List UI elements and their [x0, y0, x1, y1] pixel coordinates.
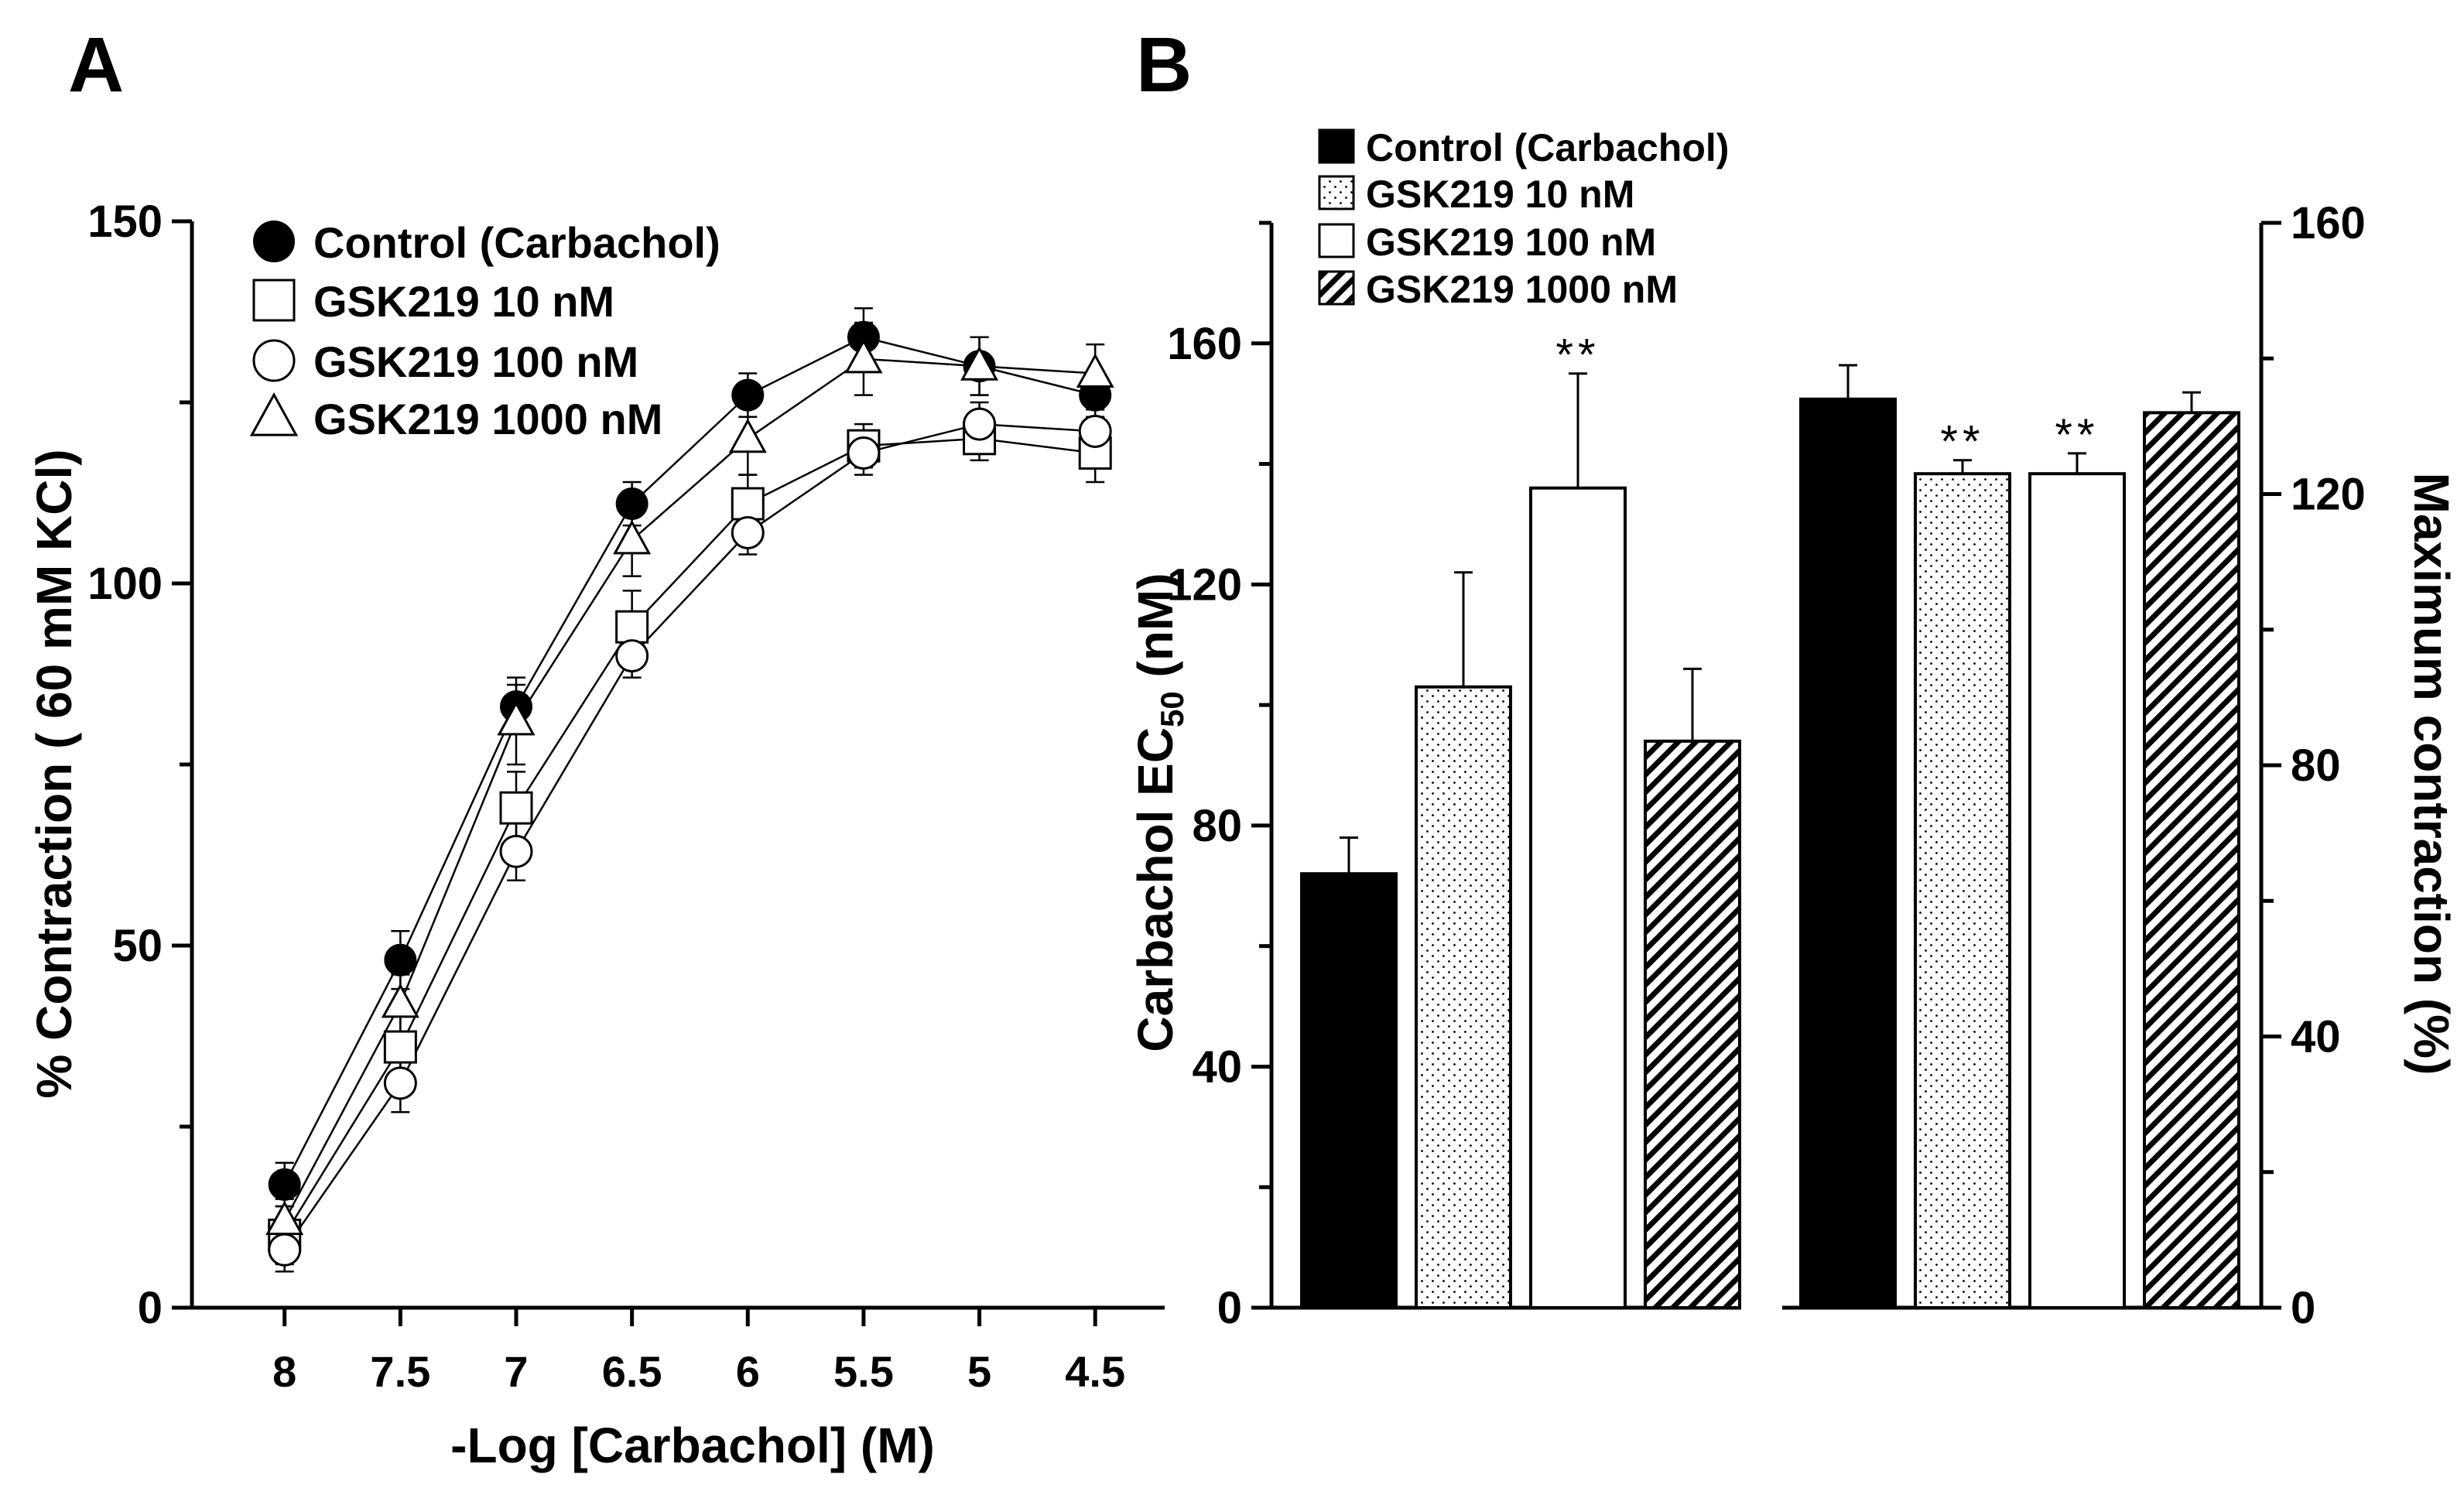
- legend-label: GSK219 10 nM: [313, 277, 614, 326]
- panel-b-left-y-axis-label: Carbachol EC50 (nM): [1128, 573, 1190, 1052]
- data-point: [844, 338, 883, 374]
- data-point: [384, 943, 417, 977]
- legend-swatch: [1318, 223, 1355, 258]
- panel-a-label: A: [68, 22, 124, 108]
- ec50-label-subscript: 50: [1154, 691, 1190, 727]
- legend-swatch: [1318, 175, 1355, 210]
- ec50-significance: **: [1555, 330, 1600, 381]
- x-tick-label: 7: [504, 1347, 528, 1396]
- panel-a-x-axis-label: -Log [Carbachol] (M): [450, 1418, 935, 1473]
- ec50-label-main: Carbachol EC: [1128, 727, 1183, 1052]
- data-point: [383, 1066, 417, 1100]
- x-tick-label: 4.5: [1065, 1347, 1125, 1396]
- y-tick-label: 0: [138, 1283, 163, 1333]
- left-y-tick-label: 120: [1167, 559, 1242, 610]
- data-point: [728, 418, 767, 453]
- left-y-tick-label: 80: [1192, 801, 1242, 851]
- legend-marker: [252, 339, 296, 382]
- maxcontraction-bar: [2143, 411, 2240, 1309]
- right-y-tick-label: 40: [2291, 1012, 2341, 1062]
- y-tick-label: 100: [87, 559, 163, 609]
- panel-b-label: B: [1136, 22, 1192, 108]
- legend-label: Control (Carbachol): [1366, 126, 1729, 169]
- series-line: [283, 437, 1096, 1236]
- data-point: [268, 1168, 301, 1201]
- left-y-tick-label: 0: [1217, 1283, 1242, 1333]
- x-tick-label: 6: [736, 1347, 760, 1396]
- panel-a-line-chart: 0 50 100 150 8 7.5 7 6.5 6 5.5 5 4.5 Control (Carba…: [26, 197, 1165, 1473]
- y-tick-label: 150: [87, 197, 163, 247]
- x-tick-label: 7.5: [370, 1347, 430, 1396]
- right-y-tick-label: 160: [2291, 198, 2366, 248]
- x-tick-label: 5: [967, 1347, 991, 1396]
- panel-b-legend: Control (Carbachol)GSK219 10 nM GSK219 10…: [1318, 126, 1729, 311]
- maxcontraction-bar: [1799, 397, 1897, 1310]
- data-point: [847, 436, 881, 470]
- ec50-bar: [1529, 486, 1627, 1310]
- data-point: [381, 983, 419, 1018]
- ec50-bar: [1415, 685, 1512, 1309]
- data-point: [499, 834, 533, 868]
- data-point: [265, 1200, 304, 1236]
- legend-label: GSK219 100 nM: [313, 337, 638, 386]
- series-line: [283, 422, 1096, 1250]
- data-point: [1076, 353, 1114, 388]
- panel-a-legend: Control (Carbachol) GSK219 10 nM GSK219 10…: [249, 218, 720, 443]
- x-tick-label: 5.5: [833, 1347, 894, 1396]
- data-point: [383, 1030, 417, 1064]
- legend-label: GSK219 1000 nM: [313, 395, 662, 443]
- data-point: [497, 700, 536, 736]
- panel-a-axes: 0 50 100 150 8 7.5 7 6.5 6 5.5 5 4.5: [87, 197, 1165, 1396]
- left-y-tick-label: 160: [1167, 319, 1242, 369]
- right-y-tick-label: 120: [2291, 470, 2366, 520]
- panel-a-y-axis-label: % Contraction ( 60 mM KCl): [26, 449, 82, 1098]
- panel-b-bar-chart: 0 40 80 120 160 0 40 80 120 160 ** ** ** Control (C…: [1128, 126, 2459, 1333]
- data-point: [268, 1233, 302, 1267]
- maxcontraction-significance: **: [2055, 410, 2099, 460]
- right-y-tick-label: 80: [2291, 741, 2341, 791]
- panel-b-right-y-axis-label: Maximum contraction (%): [2404, 473, 2459, 1076]
- maxcontraction-bar: [2028, 472, 2126, 1309]
- left-y-tick-label: 40: [1192, 1042, 1242, 1092]
- ec50-bar: [1644, 739, 1741, 1309]
- right-y-tick-label: 0: [2291, 1283, 2315, 1333]
- ec50-label-unit: (nM): [1128, 573, 1183, 691]
- legend-marker: [249, 392, 299, 436]
- data-point: [731, 515, 765, 549]
- legend-marker: [252, 279, 296, 322]
- maxcontraction-bar: [1914, 472, 2011, 1309]
- series-line: [283, 357, 1096, 1222]
- data-point: [731, 487, 765, 521]
- data-point: [1078, 414, 1112, 448]
- legend-marker: [253, 221, 295, 262]
- legend-label: Control (Carbachol): [313, 218, 720, 267]
- data-point: [499, 791, 533, 825]
- data-point: [963, 407, 997, 441]
- data-point: [615, 487, 649, 521]
- legend-label: GSK219 10 nM: [1366, 173, 1634, 216]
- ec50-bar: [1300, 872, 1398, 1309]
- data-point: [613, 519, 652, 555]
- legend-label: GSK219 1000 nM: [1366, 268, 1678, 311]
- panel-a-series: [265, 307, 1114, 1273]
- legend-swatch: [1318, 270, 1355, 306]
- data-point: [615, 639, 649, 673]
- panel-b-bars: ** ** **: [1300, 330, 2240, 1310]
- maxcontraction-significance: **: [1940, 417, 1984, 467]
- data-point: [960, 346, 999, 381]
- x-tick-label: 8: [272, 1347, 296, 1396]
- legend-label: GSK219 100 nM: [1366, 221, 1656, 264]
- legend-swatch: [1318, 128, 1355, 164]
- data-point: [731, 378, 765, 412]
- x-tick-label: 6.5: [602, 1347, 662, 1396]
- y-tick-label: 50: [112, 921, 163, 971]
- series-line: [283, 336, 1096, 1185]
- data-point: [615, 610, 649, 644]
